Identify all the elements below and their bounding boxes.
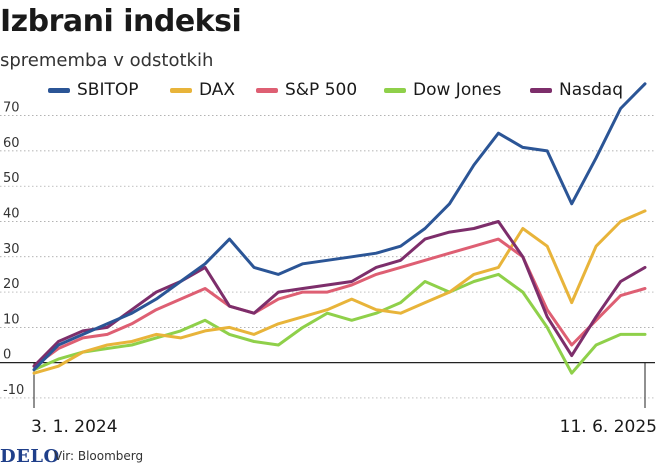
delo-logo: DELO xyxy=(0,446,60,467)
chart-subtitle: sprememba v odstotkih xyxy=(0,50,214,71)
legend-label-nasdaq: Nasdaq xyxy=(559,80,623,100)
series-line-sp500 xyxy=(32,237,647,368)
y-tick-label: 0 xyxy=(3,348,11,363)
y-tick-label: -10 xyxy=(3,383,24,398)
y-tick-label: 50 xyxy=(3,171,20,186)
line-chart: -10 0 10 20 30 40 50 60 70 3. 1. 2024 11. 6. 2025 xyxy=(0,82,657,437)
y-tick-label: 10 xyxy=(3,312,20,327)
legend-label-sbitop: SBITOP xyxy=(77,80,139,100)
footer: DELO Vir: Bloomberg xyxy=(0,444,660,472)
legend-label-dax: DAX xyxy=(199,80,236,100)
legend-item-dowjones: Dow Jones xyxy=(384,80,501,100)
legend-swatch-dowjones xyxy=(384,87,406,93)
legend-swatch-dax xyxy=(170,87,192,93)
series-line-sbitop xyxy=(32,82,647,372)
legend-item-dax: DAX xyxy=(170,80,235,100)
legend-label-sp500: S&P 500 xyxy=(285,80,358,100)
series-line-dowjones xyxy=(32,272,647,375)
series-line-nasdaq xyxy=(32,220,647,368)
series-line-dax xyxy=(32,209,647,375)
source-note: Vir: Bloomberg xyxy=(54,449,144,463)
legend: SBITOP DAX S&P 500 Dow Jones Nasdaq xyxy=(0,80,660,104)
y-tick-label: 20 xyxy=(3,277,20,292)
legend-item-nasdaq: Nasdaq xyxy=(530,80,623,100)
legend-item-sbitop: SBITOP xyxy=(48,80,138,100)
x-tick-label: 11. 6. 2025 xyxy=(560,417,657,437)
legend-swatch-nasdaq xyxy=(530,87,552,93)
chart-title: Izbrani indeksi xyxy=(0,4,242,39)
y-tick-label: 40 xyxy=(3,206,20,221)
y-tick-label: 60 xyxy=(3,136,20,151)
legend-item-sp500: S&P 500 xyxy=(256,80,357,100)
legend-swatch-sp500 xyxy=(256,87,278,93)
y-tick-label: 70 xyxy=(3,101,20,116)
x-tick-label: 3. 1. 2024 xyxy=(31,417,118,437)
y-tick-label: 30 xyxy=(3,242,20,257)
legend-swatch-sbitop xyxy=(48,87,70,93)
legend-label-dowjones: Dow Jones xyxy=(413,80,502,100)
